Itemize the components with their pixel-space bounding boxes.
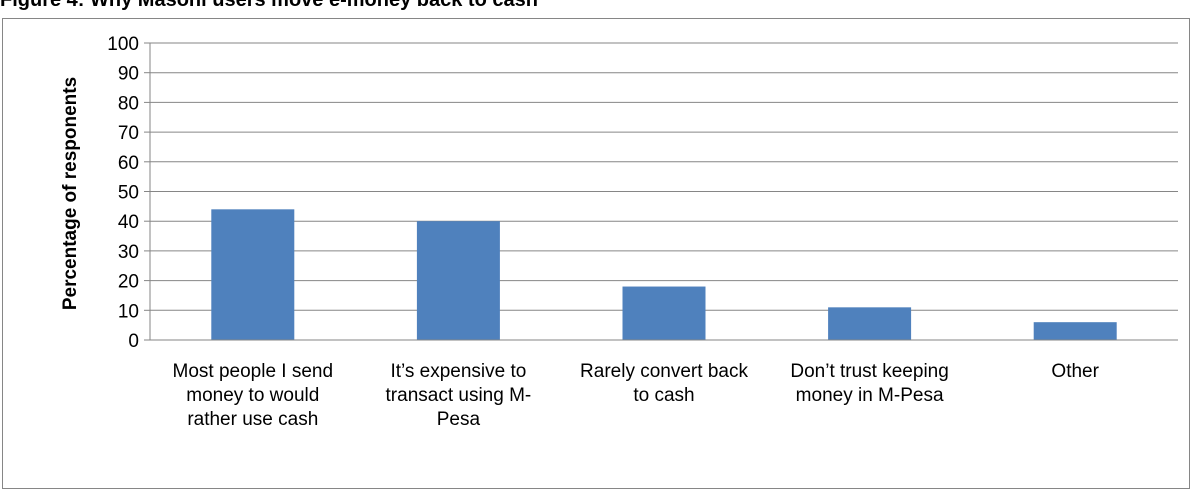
y-tick-label: 10 [118, 301, 139, 322]
x-category-label: Don’t trust keeping money in M-Pesa [790, 361, 949, 406]
y-tick-label: 20 [118, 272, 139, 293]
figure-title: Figure 4: Why Masoni users move e-money … [0, 0, 538, 11]
bar [828, 307, 912, 340]
gridlines [150, 42, 1178, 311]
x-category-label: It’s expensive to transact using M-Pesa [385, 361, 532, 430]
bar [622, 286, 706, 340]
bar [1033, 322, 1117, 340]
x-category-label: Most people I send money to would rather… [172, 361, 334, 430]
y-tick-label: 50 [118, 183, 139, 204]
y-tick-label: 90 [118, 64, 139, 85]
bar [211, 209, 295, 340]
y-tick-label: 30 [118, 242, 139, 263]
y-tick-label: 0 [128, 331, 139, 352]
y-tick-label: 60 [118, 153, 139, 174]
y-tick-label: 100 [107, 34, 139, 55]
y-tick-label: 40 [118, 212, 139, 233]
chart-frame [2, 18, 1190, 489]
y-axis-ticks: 0 10 20 30 40 50 60 70 80 90 100 [107, 34, 150, 352]
y-axis-title: Percentage of responents [60, 77, 81, 310]
bar [416, 221, 500, 340]
x-category-label: Other [1051, 361, 1099, 382]
bars [211, 209, 1117, 340]
x-category-label: Rarely convert back to cash [580, 361, 748, 406]
y-tick-label: 70 [118, 123, 139, 144]
y-tick-label: 80 [118, 93, 139, 114]
